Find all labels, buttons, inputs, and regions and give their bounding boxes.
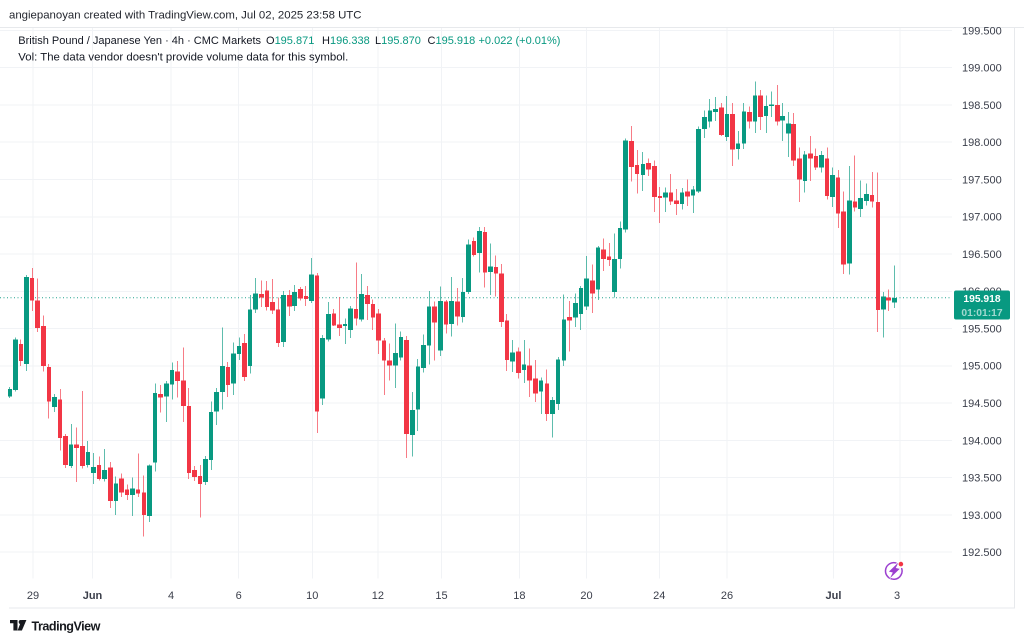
svg-text:199.500: 199.500 bbox=[962, 25, 1002, 37]
svg-text:29: 29 bbox=[27, 590, 39, 602]
svg-text:193.000: 193.000 bbox=[962, 510, 1002, 522]
svg-text:4: 4 bbox=[168, 590, 174, 602]
svg-text:197.000: 197.000 bbox=[962, 212, 1002, 224]
svg-text:196.500: 196.500 bbox=[962, 249, 1002, 261]
svg-text:198.500: 198.500 bbox=[962, 100, 1002, 112]
svg-text:angiepanoyan created with Trad: angiepanoyan created with TradingView.co… bbox=[9, 10, 362, 22]
svg-text:British Pound / Japanese Yen ·: British Pound / Japanese Yen · 4h · CMC … bbox=[18, 35, 560, 47]
svg-text:24: 24 bbox=[653, 590, 665, 602]
svg-text:Jul: Jul bbox=[826, 590, 842, 602]
svg-text:20: 20 bbox=[580, 590, 592, 602]
svg-text:197.500: 197.500 bbox=[962, 174, 1002, 186]
svg-text:3: 3 bbox=[894, 590, 900, 602]
svg-text:12: 12 bbox=[372, 590, 384, 602]
svg-text:194.500: 194.500 bbox=[962, 398, 1002, 410]
svg-text:198.000: 198.000 bbox=[962, 137, 1002, 149]
svg-text:6: 6 bbox=[236, 590, 242, 602]
svg-text:26: 26 bbox=[721, 590, 733, 602]
svg-text:193.500: 193.500 bbox=[962, 473, 1002, 485]
svg-text:15: 15 bbox=[435, 590, 447, 602]
svg-text:195.500: 195.500 bbox=[962, 324, 1002, 336]
svg-text:194.000: 194.000 bbox=[962, 435, 1002, 447]
svg-text:10: 10 bbox=[306, 590, 318, 602]
svg-text:199.000: 199.000 bbox=[962, 63, 1002, 75]
svg-text:Vol: The data vendor doesn't p: Vol: The data vendor doesn't provide vol… bbox=[18, 52, 348, 64]
svg-text:01:01:17: 01:01:17 bbox=[961, 308, 1002, 319]
svg-text:195.000: 195.000 bbox=[962, 361, 1002, 373]
svg-text:18: 18 bbox=[513, 590, 525, 602]
svg-text:Jun: Jun bbox=[83, 590, 103, 602]
svg-text:195.918: 195.918 bbox=[963, 294, 1000, 305]
svg-text:TradingView: TradingView bbox=[32, 620, 101, 634]
svg-text:192.500: 192.500 bbox=[962, 547, 1002, 559]
